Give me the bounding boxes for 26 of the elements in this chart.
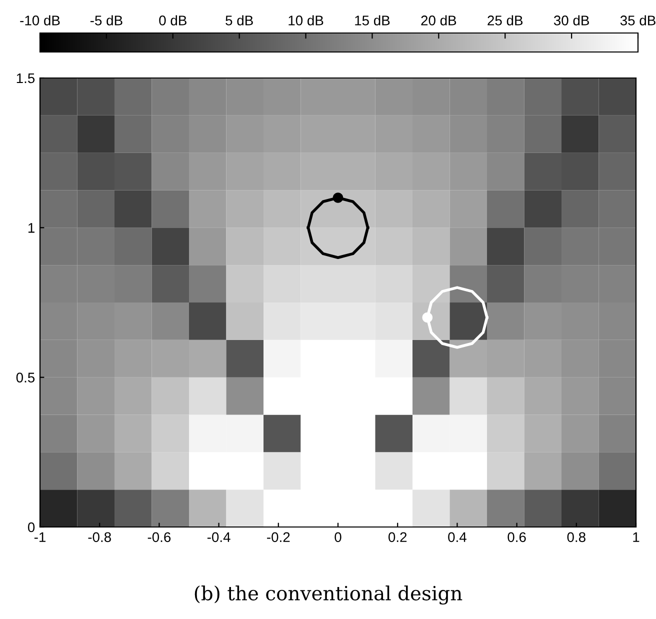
x-tick-label: 0.2 [388,532,407,542]
x-tick-label: -0.6 [148,532,171,542]
x-tick-label: 0.8 [567,532,586,542]
x-tick-label: -0.2 [267,532,290,542]
color-bar-label: -5 dB [90,15,122,26]
color-bar-label: -10 dB [20,15,60,26]
color-bar-label: 10 dB [288,15,324,26]
x-tick-label: 1 [633,532,640,542]
y-tick-label: 0 [28,522,35,532]
color-bar-label: 25 dB [488,15,523,26]
color-bar-label: 5 dB [226,15,253,26]
x-tick-label: 0.6 [508,532,526,542]
color-bar-label: 30 dB [554,15,589,26]
x-tick-label: -0.8 [88,532,111,542]
x-tick-label: -0.4 [207,532,230,542]
color-bar-label: 35 dB [620,15,656,26]
y-tick-label: 0.5 [16,372,35,383]
y-tick-label: 1.5 [16,73,35,84]
text: (b) the conventional design [194,585,462,605]
x-tick-label: 0.4 [448,532,466,542]
color-bar-label: 15 dB [355,15,390,26]
x-tick-label: -1 [34,532,46,542]
color-bar-label: 0 dB [159,15,186,26]
x-tick-label: 0 [334,532,342,542]
color-bar-label: 20 dB [421,15,456,26]
y-tick-label: 1 [28,223,34,233]
